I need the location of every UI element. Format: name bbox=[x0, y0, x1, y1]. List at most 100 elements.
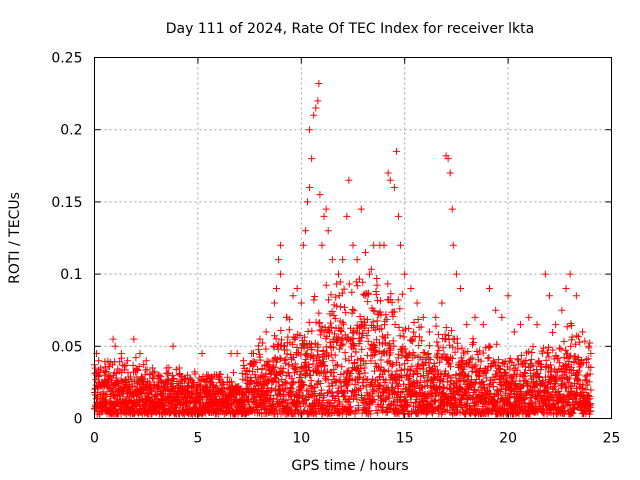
band-point bbox=[358, 334, 366, 342]
band-point bbox=[331, 351, 339, 359]
band-point bbox=[381, 396, 389, 404]
band-point bbox=[574, 377, 582, 385]
band-point bbox=[244, 397, 252, 405]
data-point bbox=[297, 299, 305, 307]
band-point bbox=[320, 368, 328, 376]
band-point bbox=[224, 373, 232, 381]
band-point bbox=[460, 363, 468, 371]
band-point bbox=[283, 350, 291, 358]
band-point bbox=[293, 344, 301, 352]
data-point bbox=[163, 364, 171, 372]
data-point bbox=[492, 306, 500, 314]
band-point bbox=[448, 327, 456, 335]
data-point bbox=[175, 364, 183, 372]
band-point bbox=[350, 327, 358, 335]
data-point bbox=[306, 183, 314, 191]
band-point bbox=[402, 325, 410, 333]
data-point bbox=[558, 306, 566, 314]
data-point bbox=[449, 241, 457, 249]
band-point bbox=[309, 360, 317, 368]
band-point bbox=[535, 372, 543, 380]
data-point bbox=[335, 270, 343, 278]
band-point bbox=[140, 361, 148, 369]
band-point bbox=[328, 388, 336, 396]
band-point bbox=[346, 403, 354, 411]
band-point bbox=[311, 390, 319, 398]
band-point bbox=[317, 327, 325, 335]
band-point bbox=[348, 352, 356, 360]
band-point bbox=[406, 367, 414, 375]
band-point bbox=[259, 339, 267, 347]
data-point bbox=[479, 321, 487, 329]
y-tick-label: 0.05 bbox=[51, 339, 82, 355]
data-point bbox=[463, 321, 471, 329]
band-point bbox=[565, 378, 573, 386]
band-point bbox=[585, 378, 593, 386]
band-point bbox=[513, 366, 521, 374]
data-point bbox=[457, 285, 465, 293]
band-point bbox=[405, 350, 413, 358]
band-point bbox=[129, 361, 137, 369]
band-point bbox=[149, 369, 157, 377]
band-point bbox=[549, 328, 557, 336]
band-point bbox=[410, 318, 418, 326]
band-point bbox=[549, 346, 557, 354]
band-point bbox=[333, 389, 341, 397]
band-point bbox=[271, 363, 279, 371]
band-point bbox=[271, 409, 279, 417]
band-point bbox=[95, 372, 103, 380]
band-point bbox=[480, 381, 488, 389]
band-point bbox=[310, 406, 318, 414]
band-point bbox=[520, 373, 528, 381]
band-point bbox=[471, 363, 479, 371]
band-point bbox=[404, 376, 412, 384]
band-point bbox=[328, 323, 336, 331]
band-point bbox=[486, 343, 494, 351]
band-point bbox=[398, 374, 406, 382]
data-point bbox=[219, 378, 227, 386]
band-point bbox=[304, 327, 312, 335]
band-point bbox=[124, 369, 132, 377]
band-point bbox=[370, 387, 378, 395]
band-point bbox=[451, 348, 459, 356]
band-point bbox=[276, 354, 284, 362]
band-point bbox=[338, 341, 346, 349]
band-point bbox=[384, 280, 392, 288]
band-point bbox=[305, 318, 313, 326]
band-point bbox=[529, 343, 537, 351]
band-point bbox=[373, 274, 381, 282]
band-point bbox=[281, 385, 289, 393]
band-point bbox=[566, 374, 574, 382]
data-point bbox=[289, 292, 297, 300]
data-point bbox=[316, 191, 324, 199]
band-point bbox=[496, 380, 504, 388]
band-point bbox=[321, 374, 329, 382]
band-point bbox=[337, 325, 345, 333]
data-point bbox=[310, 111, 318, 119]
band-point bbox=[475, 387, 483, 395]
band-point bbox=[461, 349, 469, 357]
band-point bbox=[250, 384, 258, 392]
band-point bbox=[299, 392, 307, 400]
band-point bbox=[414, 369, 422, 377]
data-point bbox=[407, 285, 415, 293]
band-point bbox=[542, 356, 550, 364]
band-point bbox=[256, 356, 264, 364]
band-point bbox=[324, 352, 332, 360]
band-point bbox=[356, 370, 364, 378]
band-point bbox=[318, 323, 326, 331]
band-point bbox=[330, 369, 338, 377]
band-point bbox=[314, 341, 322, 349]
band-point bbox=[364, 327, 372, 335]
band-point bbox=[369, 307, 377, 315]
x-tick-label: 10 bbox=[292, 431, 310, 447]
data-point bbox=[124, 357, 132, 365]
band-point bbox=[323, 332, 331, 340]
band-point bbox=[203, 382, 211, 390]
band-point bbox=[410, 328, 418, 336]
band-point bbox=[396, 361, 404, 369]
data-point bbox=[380, 241, 388, 249]
data-point bbox=[262, 328, 270, 336]
band-point bbox=[280, 342, 288, 350]
band-point bbox=[414, 316, 422, 324]
